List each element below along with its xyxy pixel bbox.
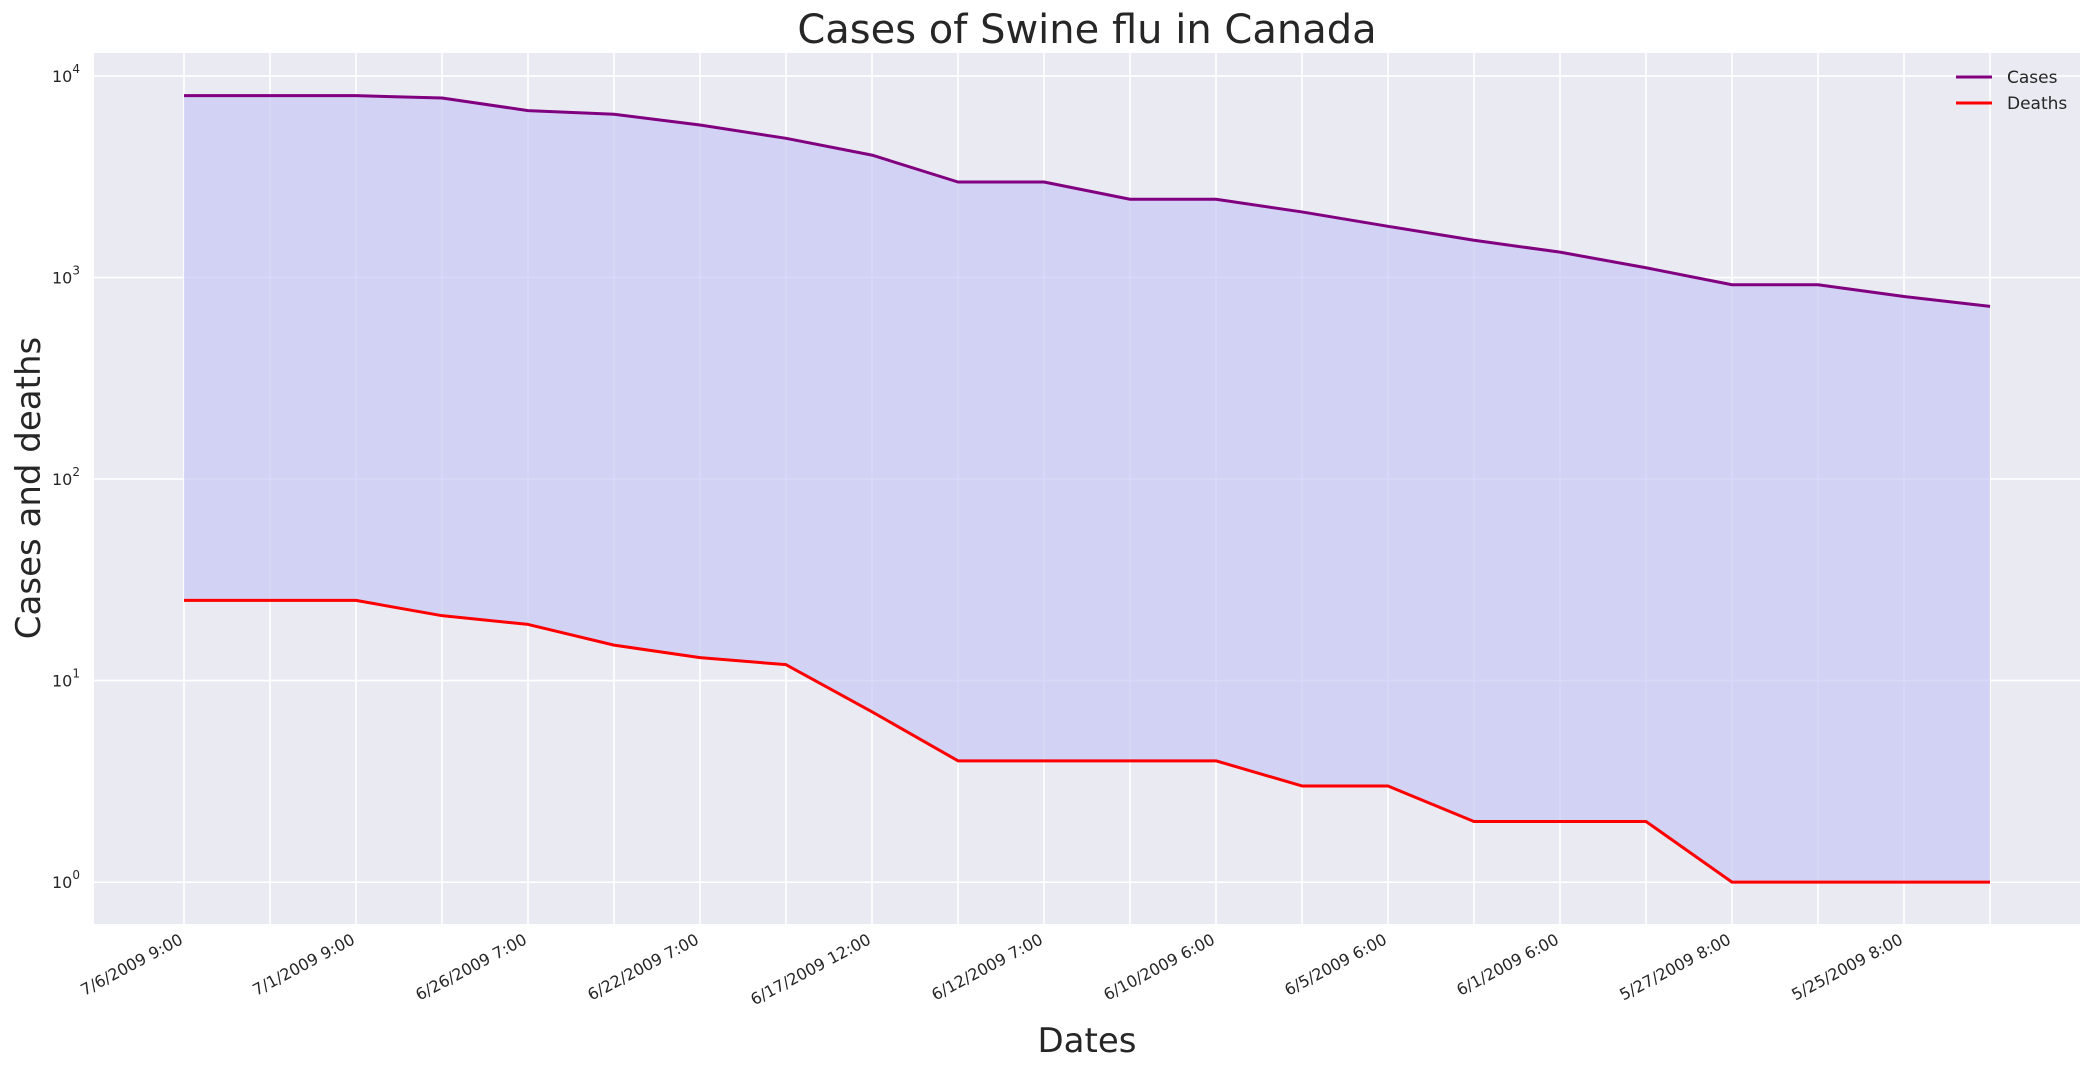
x-axis-label: Dates [1038,1021,1137,1061]
y-axis-ticks: 100 101 102 103 104 [52,62,80,892]
series-line-deaths [184,598,1990,884]
x-tick-label: 7/1/2009 9:00 [249,930,358,1000]
x-tick-label: 6/22/2009 7:00 [584,930,702,1005]
series-lines [184,94,1991,884]
x-tick-label: 7/6/2009 9:00 [77,930,186,1000]
legend-label-cases: Cases [2007,68,2058,88]
x-tick-label: 6/12/2009 7:00 [928,930,1046,1005]
legend: Cases Deaths [1956,68,2067,114]
fill-between-area [184,95,1990,883]
x-tick-label: 6/17/2009 12:00 [747,930,874,1009]
x-tick-label: 6/1/2009 6:00 [1453,930,1562,1000]
y-tick-label: 104 [52,62,80,86]
x-tick-label: 6/5/2009 6:00 [1281,930,1390,1000]
x-tick-label: 6/10/2009 6:00 [1100,930,1218,1005]
x-axis-ticks: 7/6/2009 9:00 7/1/2009 9:00 6/26/2009 7:00… [77,930,1906,1009]
fill-between-polygon [184,95,1990,883]
x-tick-label: 6/26/2009 7:00 [412,930,530,1005]
legend-label-deaths: Deaths [2007,94,2067,114]
y-tick-label: 103 [52,264,80,288]
x-tick-label: 5/27/2009 8:00 [1616,930,1734,1005]
x-tick-label: 5/25/2009 8:00 [1788,930,1906,1005]
y-axis-label: Cases and deaths [9,337,49,639]
y-tick-label: 101 [52,667,80,691]
y-tick-label: 102 [52,465,80,489]
series-line-cases [184,94,1991,308]
chart-title: Cases of Swine flu in Canada [797,7,1376,53]
y-tick-label: 100 [52,868,80,892]
